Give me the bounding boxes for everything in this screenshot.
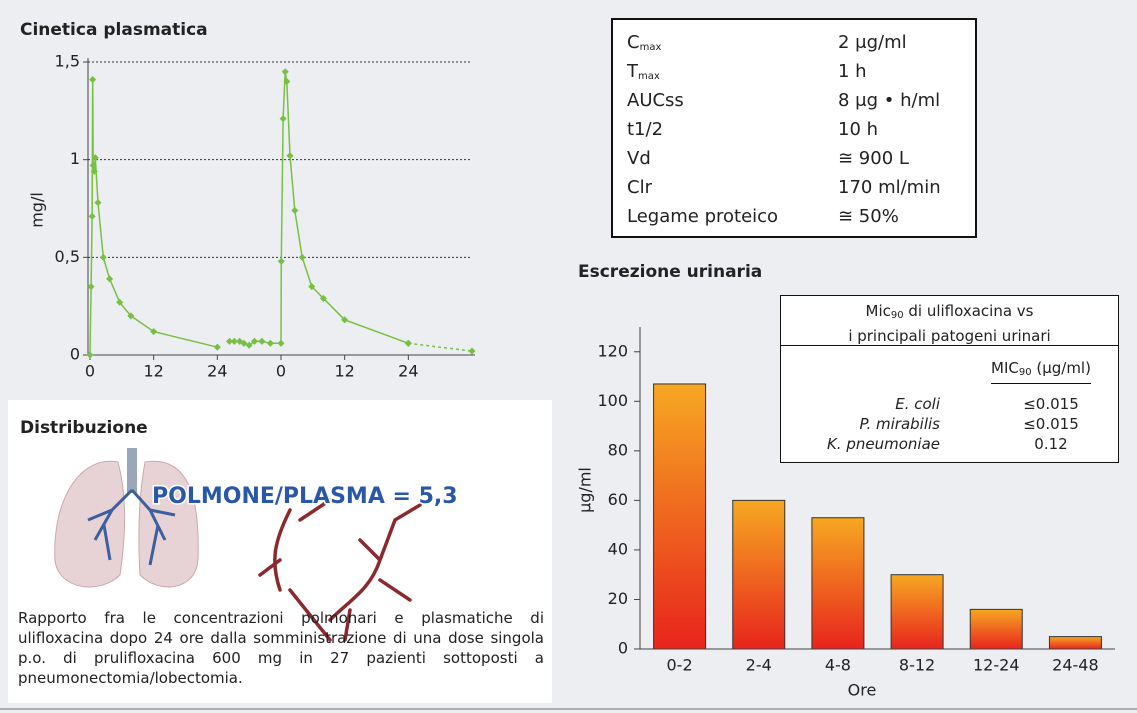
marker [286, 152, 293, 159]
pk-param: Vd [627, 148, 651, 169]
pk-param: AUCss [627, 90, 684, 111]
pathogen: K. pneumoniae [827, 434, 940, 454]
marker [468, 348, 475, 355]
y-tick-label: 120 [597, 341, 628, 360]
bar [1049, 637, 1101, 649]
bar [970, 609, 1022, 649]
mic-value: 0.12 [1001, 434, 1101, 454]
marker [405, 340, 412, 347]
y-axis-label: μg/ml [576, 467, 595, 513]
marker [94, 199, 101, 206]
chart-title: Escrezione urinaria [578, 262, 762, 282]
y-tick-label: 0,5 [55, 247, 80, 266]
y-tick-label: 1 [70, 149, 80, 168]
series-line [90, 72, 408, 355]
x-tick-label: 12 [143, 362, 163, 381]
chart-title: Cinetica plasmatica [20, 20, 208, 40]
pk-value: 1 h [838, 59, 867, 85]
pk-param: C [627, 32, 640, 53]
mic-col-sub: 90 [1019, 367, 1032, 378]
caption: Rapporto fra le concentrazioni polmonari… [18, 608, 544, 688]
x-tick-label: 0 [276, 362, 286, 381]
y-tick-label: 100 [597, 391, 628, 410]
marker [258, 338, 265, 345]
marker [280, 115, 287, 122]
section-title: Distribuzione [20, 418, 148, 438]
pk-param-cell: AUCss [627, 88, 684, 114]
y-tick-label: 80 [608, 440, 628, 459]
pk-value: 8 μg • h/ml [838, 88, 940, 114]
x-tick-label: 12-24 [973, 656, 1020, 675]
pk-param-cell: Tmax [627, 59, 660, 85]
marker [106, 275, 113, 282]
mic-value: ≤0.015 [1001, 394, 1101, 414]
bar [891, 575, 943, 649]
ratio-label: POLMONE/PLASMA = 5,3 [152, 484, 458, 509]
marker [277, 340, 284, 347]
y-tick-label: 40 [608, 539, 628, 558]
mic-title: Mic [866, 302, 891, 320]
pk-param-cell: t1/2 [627, 117, 663, 143]
x-tick-label: 0-2 [667, 656, 693, 675]
pk-param-sub: max [638, 71, 660, 82]
marker [100, 254, 107, 261]
bar [812, 518, 864, 649]
bar [654, 384, 706, 649]
x-tick-label: 0 [85, 362, 95, 381]
x-tick-label: 4-8 [825, 656, 851, 675]
mic-col: MIC [991, 359, 1019, 377]
pk-param-cell: Legame proteico [627, 204, 778, 230]
page: {"chart_data": [ {"type": "line", "title… [0, 0, 1137, 713]
x-tick-label: 24 [398, 362, 418, 381]
mic-title: di ulifloxacina vs [904, 302, 1034, 320]
y-tick-label: 1,5 [55, 52, 80, 71]
marker [278, 258, 285, 265]
y-tick-label: 0 [70, 345, 80, 364]
marker [267, 340, 274, 347]
bar [733, 500, 785, 649]
pk-param-cell: Clr [627, 175, 652, 201]
pk-param: T [627, 61, 638, 82]
x-tick-label: 24-48 [1052, 656, 1099, 675]
pk-value: 10 h [838, 117, 878, 143]
marker [88, 283, 95, 290]
y-tick-label: 20 [608, 589, 628, 608]
pk-param: Clr [627, 177, 652, 198]
marker [282, 68, 289, 75]
mic-table: Mic90 di ulifloxacina vs i principali pa… [780, 295, 1119, 463]
y-tick-label: 60 [608, 490, 628, 509]
pk-value: 2 μg/ml [838, 30, 907, 56]
pk-value: 170 ml/min [838, 175, 941, 201]
marker [214, 344, 221, 351]
mic-column-header: MIC90 (μg/ml) [991, 358, 1091, 384]
x-axis-label: Ore [848, 681, 877, 700]
marker [89, 213, 96, 220]
pk-param-sub: max [640, 42, 662, 53]
pk-param-cell: Vd [627, 146, 651, 172]
pathogen: P. mirabilis [860, 414, 941, 434]
pk-value: ≅ 900 L [838, 146, 909, 172]
mic-title-sub: 90 [891, 310, 904, 321]
pk-param: t1/2 [627, 119, 663, 140]
mic-value: ≤0.015 [1001, 414, 1101, 434]
y-tick-label: 0 [618, 639, 628, 658]
pathogen: E. coli [895, 394, 940, 414]
y-axis-label: mg/l [28, 192, 47, 228]
x-tick-label: 12 [334, 362, 354, 381]
x-tick-label: 2-4 [746, 656, 772, 675]
marker [89, 76, 96, 83]
pk-param-cell: Cmax [627, 30, 661, 56]
mic-title: i principali patogeni urinari [848, 327, 1050, 345]
x-tick-label: 8-12 [899, 656, 935, 675]
pk-param: Legame proteico [627, 206, 778, 227]
pk-value: ≅ 50% [838, 204, 899, 230]
trachea [127, 448, 137, 493]
mic-col: (μg/ml) [1032, 359, 1091, 377]
pk-table: Cmax 2 μg/ml Tmax 1 h AUCss 8 μg • h/ml t1/2 10… [611, 18, 977, 238]
x-tick-label: 24 [207, 362, 227, 381]
marker [299, 254, 306, 261]
series-line [408, 343, 472, 351]
marker [291, 207, 298, 214]
mic-header: Mic90 di ulifloxacina vs i principali pa… [781, 296, 1118, 346]
